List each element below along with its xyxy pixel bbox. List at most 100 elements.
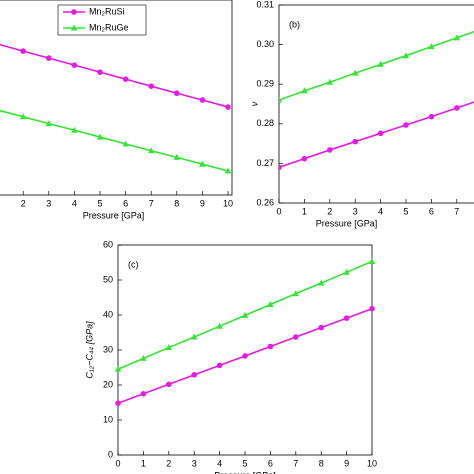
x-tick-label: 9: [344, 458, 349, 468]
x-tick-label: 4: [378, 206, 383, 216]
y-tick-label: 0.28: [256, 118, 274, 128]
y-tick-label: 0: [108, 449, 113, 459]
x-tick-label: 5: [97, 198, 102, 208]
y-tick-label: 0.29: [256, 79, 274, 89]
marker: [216, 322, 223, 329]
marker: [97, 69, 103, 75]
x-tick-label: 3: [353, 206, 358, 216]
marker: [140, 354, 147, 361]
y-tick-label: 40: [103, 309, 113, 319]
y-tick-label: 0.30: [256, 39, 274, 49]
marker: [343, 315, 350, 321]
marker: [352, 138, 359, 145]
y-tick-label: 60: [103, 239, 113, 249]
marker: [122, 76, 129, 82]
marker: [301, 155, 308, 162]
marker: [428, 43, 435, 50]
marker: [292, 290, 299, 297]
x-tick-label: 7: [149, 198, 154, 208]
x-tick-label: 2: [166, 458, 171, 468]
marker: [267, 343, 274, 350]
legend: Mn₂RuSi Mn₂RuGe: [57, 4, 147, 36]
marker: [377, 130, 384, 137]
marker: [191, 372, 197, 378]
x-tick-label: 5: [403, 206, 408, 216]
plot-area: [0, 42, 232, 174]
marker: [454, 105, 460, 111]
marker: [20, 48, 27, 54]
plot-frame: [117, 244, 373, 456]
marker: [0, 110, 1, 113]
marker: [225, 104, 231, 110]
x-axis-label: Pressure [GPa]: [316, 218, 378, 228]
marker: [20, 113, 27, 120]
plot-frame: [278, 4, 474, 204]
panel-title: (b): [289, 19, 300, 29]
x-tick-label: 6: [268, 458, 273, 468]
panel: 0 1 2 3 4 5 6 7 8 9 10 0 10 20 30 40 50 60 Pressure [GPa] C…: [84, 239, 377, 474]
y-axis-label: ν: [249, 101, 259, 106]
marker: [352, 69, 359, 76]
x-tick-label: 9: [200, 198, 205, 208]
marker: [403, 122, 409, 128]
data-line: [279, 101, 474, 169]
marker: [293, 334, 299, 340]
marker: [140, 390, 147, 397]
x-tick-label: 6: [123, 198, 128, 208]
x-tick-label: 0: [115, 458, 120, 468]
data-line: [0, 43, 229, 108]
marker: [199, 160, 206, 167]
marker: [377, 60, 384, 67]
marker: [241, 311, 249, 318]
marker: [368, 257, 376, 264]
marker: [216, 362, 223, 369]
marker: [326, 78, 333, 85]
x-tick-label: 7: [454, 206, 459, 216]
x-tick-label: 8: [319, 458, 324, 468]
marker: [115, 400, 121, 407]
marker: [279, 96, 283, 103]
marker: [267, 301, 274, 307]
panel-title: (c): [128, 259, 139, 269]
x-tick-label: 10: [367, 458, 377, 468]
y-tick-label: 30: [103, 344, 113, 354]
y-tick-label: 10: [103, 414, 113, 424]
marker: [71, 126, 78, 133]
legend-marker: [71, 9, 77, 15]
x-tick-label: 10: [223, 198, 233, 208]
marker: [318, 279, 325, 286]
marker: [327, 147, 333, 153]
marker: [224, 167, 232, 174]
panel: 2 3 4 5 6 7 8 9 10 Pressure [GPa] Mn₂RuSi Mn₂RuGe: [0, 0, 233, 220]
marker: [453, 34, 460, 41]
marker: [301, 87, 308, 94]
x-tick-label: 3: [192, 458, 197, 468]
data-line: [0, 109, 229, 172]
y-tick-label: 20: [103, 379, 113, 389]
x-tick-label: 1: [302, 206, 307, 216]
x-tick-label: 0: [276, 206, 281, 216]
plot-area: [114, 257, 376, 407]
x-tick-label: 4: [217, 458, 222, 468]
marker: [318, 324, 325, 331]
marker: [165, 344, 172, 351]
y-tick-label: 0.27: [256, 158, 274, 168]
marker: [402, 52, 410, 59]
y-tick-label: 50: [103, 274, 113, 284]
panel: 0 1 2 3 4 5 6 7 0.26 0.27 0.28 0.29 0.30 0.31 Pressure…: [249, 0, 474, 228]
marker: [242, 353, 248, 359]
x-tick-label: 4: [72, 198, 77, 208]
x-tick-label: 7: [293, 458, 298, 468]
marker: [148, 83, 154, 89]
x-tick-label: 5: [242, 458, 247, 468]
x-tick-label: 2: [21, 198, 26, 208]
x-tick-label: 1: [141, 458, 146, 468]
x-tick-label: 2: [327, 206, 332, 216]
marker: [173, 153, 180, 160]
legend-label: Mn₂RuSi: [89, 6, 125, 16]
marker: [428, 113, 435, 120]
marker: [96, 133, 104, 140]
marker: [174, 90, 180, 97]
plot-frame: [0, 0, 233, 196]
